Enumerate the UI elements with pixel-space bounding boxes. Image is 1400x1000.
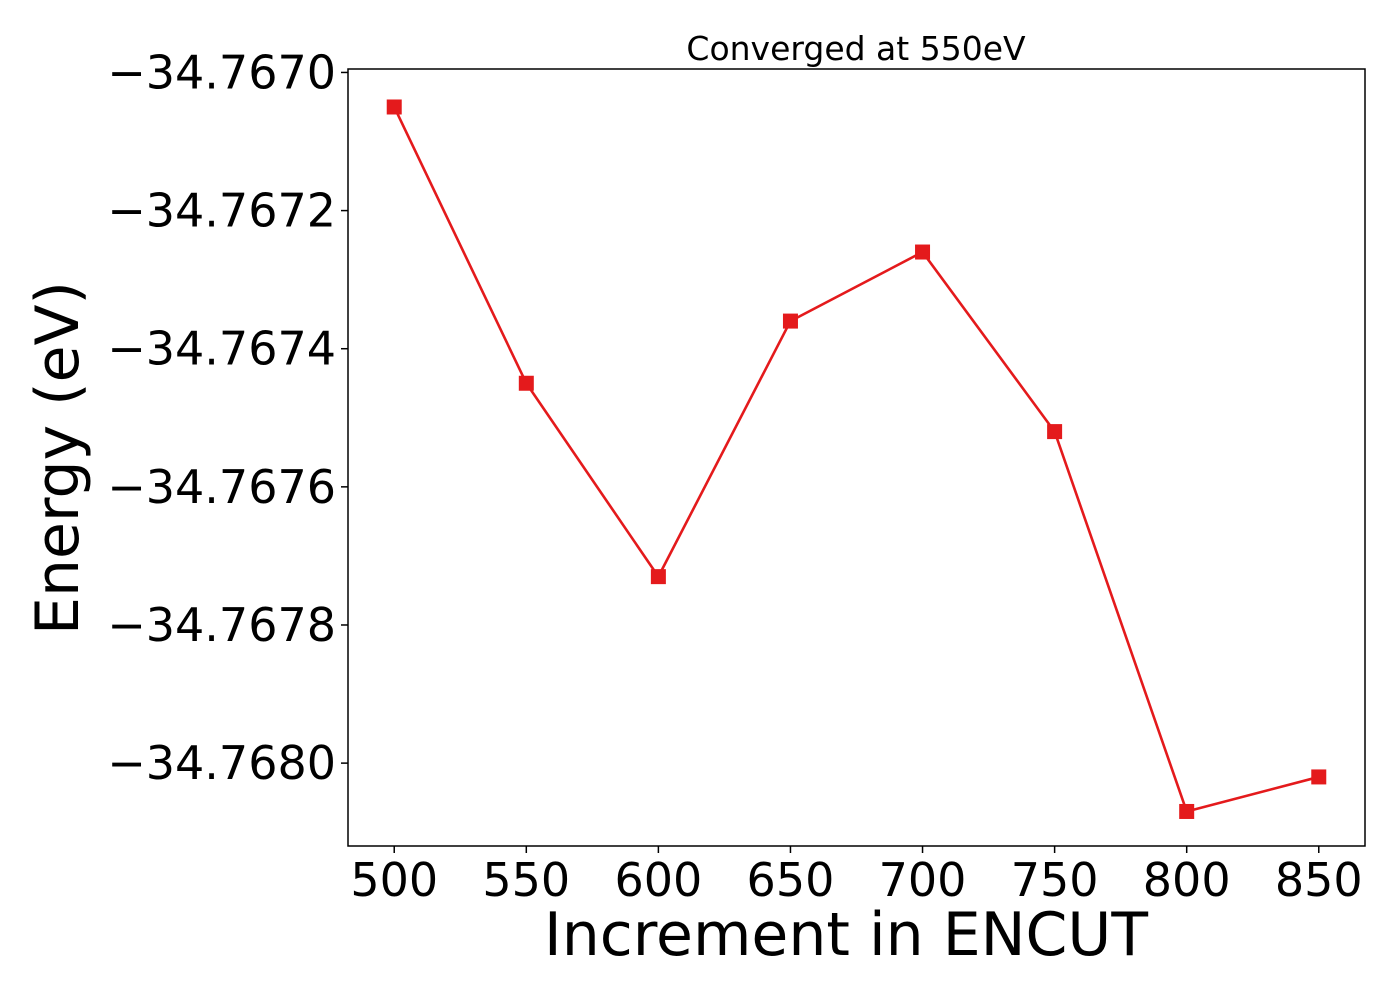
y-axis-label: Energy (eV)	[23, 281, 93, 635]
data-point-marker	[1047, 424, 1063, 440]
x-tick-label: 600	[614, 853, 702, 907]
x-axis-ticks: 500 550 600 650 700 750 800 850	[350, 846, 1363, 907]
data-point-marker	[650, 569, 666, 585]
y-axis-ticks: −34.7670 −34.7672 −34.7674 −34.7676 −34.7678…	[107, 45, 348, 790]
chart-title: Converged at 550eV	[686, 29, 1026, 68]
data-point-marker	[782, 313, 798, 329]
data-point-marker	[518, 375, 534, 391]
y-tick-label: −34.7674	[107, 322, 336, 376]
axes-frame	[347, 68, 1366, 847]
y-tick-label: −34.7680	[107, 736, 336, 790]
data-point-marker	[915, 244, 931, 260]
data-point-marker	[1179, 803, 1195, 819]
data-point-marker	[1311, 769, 1327, 785]
y-tick-label: −34.7670	[107, 45, 336, 99]
series-line	[393, 106, 1320, 813]
x-tick-label: 800	[1143, 853, 1231, 907]
x-tick-label: 650	[747, 853, 835, 907]
data-point-marker	[386, 99, 402, 115]
plot-area	[386, 99, 1327, 819]
y-tick-label: −34.7676	[107, 460, 336, 514]
x-tick-label: 850	[1275, 853, 1363, 907]
x-axis-label: Increment in ENCUT	[544, 900, 1148, 970]
x-tick-label: 550	[482, 853, 570, 907]
x-tick-label: 700	[879, 853, 967, 907]
x-tick-label: 750	[1011, 853, 1099, 907]
y-tick-label: −34.7678	[107, 598, 336, 652]
y-tick-label: −34.7672	[107, 184, 336, 238]
x-tick-label: 500	[350, 853, 438, 907]
